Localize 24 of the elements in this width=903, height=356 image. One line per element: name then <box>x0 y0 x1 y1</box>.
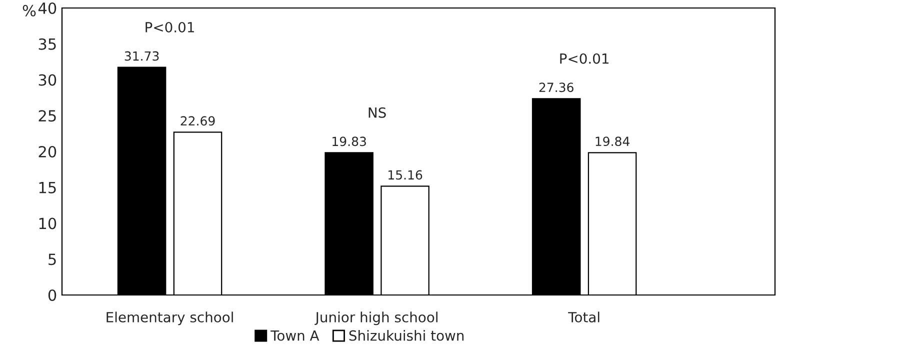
annotation: P<0.01 <box>560 53 608 64</box>
legend-label: Town A <box>270 330 320 341</box>
annotation: P<0.01 <box>146 22 194 32</box>
data-label: 19.83 <box>332 136 366 146</box>
data-label: 15.16 <box>388 170 422 180</box>
data-label: 31.73 <box>124 51 159 61</box>
legend-label: Shizukuishi town <box>349 330 464 341</box>
x-tick-label: Elementary school <box>106 312 233 326</box>
y-tick-label: 20 <box>38 146 56 158</box>
y-axis-title: % <box>22 4 36 16</box>
x-tick-label: Junior high school <box>314 312 438 326</box>
annotation: NS <box>368 107 386 118</box>
y-tick-label: 5 <box>48 254 56 266</box>
data-label: 22.69 <box>180 116 215 126</box>
y-tick-label: 25 <box>38 110 56 122</box>
y-tick-label: 30 <box>38 74 56 86</box>
x-tick-label: Total <box>568 312 600 322</box>
y-tick-label: 35 <box>38 38 56 50</box>
y-tick-label: 10 <box>39 218 56 230</box>
y-tick-label: 0 <box>48 289 56 302</box>
data-label: 27.36 <box>539 82 574 92</box>
data-label: 19.84 <box>596 136 630 146</box>
y-tick-label: 15 <box>39 182 56 194</box>
y-tick-label: 40 <box>38 2 56 14</box>
